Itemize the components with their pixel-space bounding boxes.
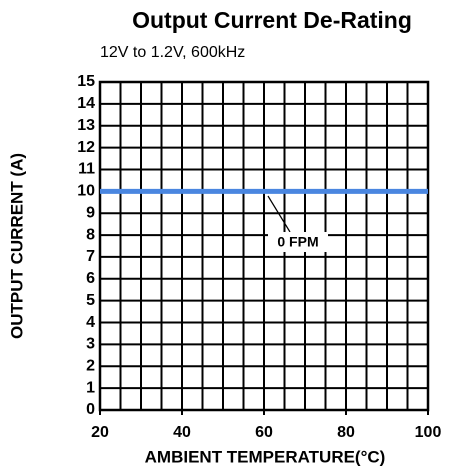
x-tick-label: 40 bbox=[173, 424, 191, 441]
y-tick-label: 4 bbox=[86, 314, 95, 331]
y-tick-label: 3 bbox=[86, 336, 95, 353]
chart-subtitle: 12V to 1.2V, 600kHz bbox=[100, 44, 245, 61]
y-tick-label: 1 bbox=[86, 379, 95, 396]
y-tick-label: 9 bbox=[86, 204, 95, 221]
y-axis-label: OUTPUT CURRENT (A) bbox=[7, 153, 26, 339]
y-tick-label: 10 bbox=[77, 183, 95, 200]
y-tick-label: 7 bbox=[86, 248, 95, 265]
y-tick-label: 8 bbox=[86, 226, 95, 243]
x-tick-label: 20 bbox=[91, 424, 109, 441]
x-tick-label: 100 bbox=[415, 424, 442, 441]
y-tick-label: 6 bbox=[86, 270, 95, 287]
y-tick-label: 12 bbox=[77, 139, 95, 156]
y-tick-label: 14 bbox=[77, 95, 95, 112]
x-axis-label: AMBIENT TEMPERATURE(°C) bbox=[145, 447, 386, 466]
y-tick-label: 0 bbox=[86, 401, 95, 418]
y-tick-label: 2 bbox=[86, 357, 95, 374]
plot-frame bbox=[98, 80, 430, 412]
chart-title: Output Current De-Rating bbox=[132, 7, 412, 33]
y-tick-label: 5 bbox=[86, 292, 95, 309]
series-label: 0 FPM bbox=[277, 234, 318, 250]
y-tick-label: 11 bbox=[78, 161, 95, 178]
y-tick-label: 13 bbox=[77, 117, 95, 134]
x-tick-label: 60 bbox=[255, 424, 273, 441]
x-tick-label: 80 bbox=[337, 424, 355, 441]
annotation-box bbox=[268, 232, 328, 252]
y-tick-label: 15 bbox=[77, 73, 95, 90]
annotation-leader bbox=[267, 195, 291, 233]
